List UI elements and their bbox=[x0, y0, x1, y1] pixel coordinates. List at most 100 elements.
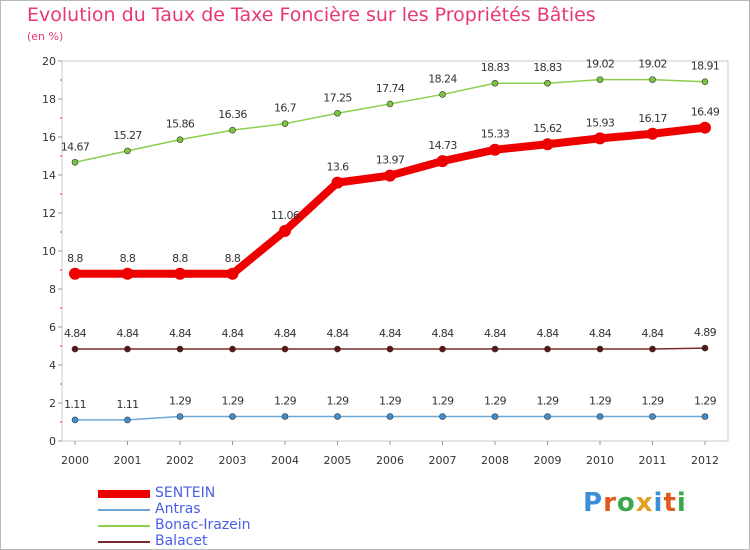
data-label-antras-4: 1.29 bbox=[274, 394, 297, 407]
data-label-sentein-4: 11.06 bbox=[271, 209, 300, 222]
data-label-antras-7: 1.29 bbox=[431, 394, 454, 407]
data-point-antras-11 bbox=[649, 413, 656, 420]
x-tick-label-2: 2002 bbox=[166, 454, 194, 467]
logo-letter-1: r bbox=[603, 488, 617, 518]
data-label-bonac-irazein-11: 19.02 bbox=[638, 58, 667, 71]
legend-item-3: Balacet bbox=[98, 533, 398, 550]
data-point-antras-0 bbox=[71, 416, 79, 424]
data-point-bonac-irazein-2 bbox=[176, 136, 184, 143]
x-tick-label-1: 2001 bbox=[114, 454, 142, 467]
data-label-bonac-irazein-6: 17.74 bbox=[376, 82, 405, 95]
data-point-sentein-5 bbox=[331, 176, 344, 189]
legend-swatch-3 bbox=[98, 541, 150, 543]
data-label-sentein-9: 15.62 bbox=[533, 122, 562, 135]
y-tick-label-4: 8 bbox=[49, 283, 56, 296]
data-point-sentein-6 bbox=[384, 169, 396, 182]
data-point-balacet-3 bbox=[229, 345, 236, 353]
data-point-balacet-10 bbox=[596, 345, 604, 353]
data-point-antras-1 bbox=[124, 416, 131, 424]
data-point-antras-6 bbox=[386, 413, 394, 420]
data-point-bonac-irazein-12 bbox=[701, 78, 709, 86]
data-point-bonac-irazein-9 bbox=[544, 79, 551, 87]
data-label-antras-11: 1.29 bbox=[641, 394, 664, 407]
proxiti-logo: Proxiti bbox=[583, 488, 687, 518]
data-point-sentein-8 bbox=[489, 143, 501, 156]
legend-label-1: Antras bbox=[155, 501, 201, 517]
data-point-bonac-irazein-4 bbox=[281, 120, 289, 127]
data-point-antras-7 bbox=[439, 413, 446, 420]
data-point-antras-4 bbox=[281, 413, 289, 420]
data-point-sentein-3 bbox=[226, 267, 239, 280]
data-label-balacet-8: 4.84 bbox=[484, 327, 507, 340]
data-point-sentein-2 bbox=[174, 267, 186, 280]
legend-item-2: Bonac-Irazein bbox=[98, 517, 398, 534]
data-point-bonac-irazein-1 bbox=[124, 147, 131, 155]
data-label-bonac-irazein-9: 18.83 bbox=[533, 61, 562, 74]
data-label-sentein-3: 8.8 bbox=[225, 252, 241, 265]
legend-swatch-0 bbox=[98, 490, 150, 498]
data-label-sentein-5: 13.6 bbox=[326, 161, 349, 174]
data-point-sentein-0 bbox=[69, 267, 81, 280]
data-label-antras-9: 1.29 bbox=[536, 394, 559, 407]
x-tick-label-5: 2005 bbox=[324, 454, 352, 467]
data-point-sentein-4 bbox=[279, 224, 291, 237]
data-label-balacet-9: 4.84 bbox=[536, 327, 559, 340]
data-point-antras-8 bbox=[491, 413, 499, 420]
x-tick-label-4: 2004 bbox=[271, 454, 299, 467]
data-point-bonac-irazein-0 bbox=[71, 158, 79, 166]
data-label-antras-8: 1.29 bbox=[484, 394, 507, 407]
y-tick-label-9: 18 bbox=[42, 93, 56, 106]
data-point-sentein-1 bbox=[121, 267, 134, 280]
data-point-bonac-irazein-5 bbox=[334, 109, 341, 117]
logo-letter-0: P bbox=[583, 488, 604, 518]
y-tick-label-7: 14 bbox=[42, 169, 56, 182]
data-point-balacet-8 bbox=[491, 345, 499, 353]
legend: SENTEIN Antras Bonac-Irazein Balacet bbox=[98, 485, 398, 550]
data-label-balacet-4: 4.84 bbox=[274, 327, 297, 340]
data-label-balacet-5: 4.84 bbox=[326, 327, 349, 340]
chart-title: Evolution du Taux de Taxe Foncière sur l… bbox=[27, 4, 596, 26]
data-label-sentein-7: 14.73 bbox=[428, 139, 457, 152]
x-tick-label-10: 2010 bbox=[586, 454, 614, 467]
data-label-balacet-7: 4.84 bbox=[431, 327, 454, 340]
x-tick-label-9: 2009 bbox=[534, 454, 562, 467]
logo-letter-3: x bbox=[635, 488, 654, 518]
logo-letter-6: i bbox=[676, 488, 687, 518]
legend-item-0: SENTEIN bbox=[98, 485, 398, 502]
legend-label-2: Bonac-Irazein bbox=[155, 517, 251, 533]
y-tick-label-3: 6 bbox=[49, 321, 56, 334]
data-label-bonac-irazein-5: 17.25 bbox=[323, 91, 352, 104]
data-point-antras-9 bbox=[544, 413, 551, 420]
logo-letter-2: o bbox=[616, 488, 636, 518]
data-label-bonac-irazein-4: 16.7 bbox=[274, 102, 297, 115]
data-label-antras-2: 1.29 bbox=[169, 394, 192, 407]
data-label-bonac-irazein-2: 15.86 bbox=[166, 118, 195, 131]
series-line-sentein bbox=[71, 123, 709, 278]
data-point-antras-10 bbox=[596, 413, 604, 420]
x-tick-label-8: 2008 bbox=[481, 454, 509, 467]
x-tick-label-7: 2007 bbox=[429, 454, 457, 467]
data-point-sentein-11 bbox=[646, 127, 659, 140]
data-label-antras-1: 1.11 bbox=[116, 398, 138, 411]
x-tick-label-3: 2003 bbox=[219, 454, 247, 467]
data-point-sentein-12 bbox=[699, 121, 711, 134]
data-label-balacet-11: 4.84 bbox=[641, 327, 664, 340]
data-label-antras-12: 1.29 bbox=[694, 394, 717, 407]
data-label-sentein-2: 8.8 bbox=[172, 252, 188, 265]
data-point-antras-2 bbox=[176, 413, 184, 420]
y-tick-label-10: 20 bbox=[42, 55, 56, 68]
data-point-balacet-7 bbox=[439, 345, 446, 353]
data-label-sentein-10: 15.93 bbox=[586, 116, 615, 129]
data-label-bonac-irazein-8: 18.83 bbox=[481, 61, 510, 74]
data-point-balacet-1 bbox=[124, 345, 131, 353]
data-point-bonac-irazein-6 bbox=[386, 100, 394, 108]
data-label-bonac-irazein-10: 19.02 bbox=[586, 58, 615, 71]
data-point-bonac-irazein-10 bbox=[596, 76, 604, 83]
x-tick-label-12: 2012 bbox=[691, 454, 719, 467]
data-label-antras-6: 1.29 bbox=[379, 394, 402, 407]
data-label-bonac-irazein-12: 18.91 bbox=[691, 60, 720, 73]
y-tick-label-8: 16 bbox=[42, 131, 56, 144]
legend-swatch-2 bbox=[98, 525, 150, 527]
x-tick-label-0: 2000 bbox=[61, 454, 89, 467]
